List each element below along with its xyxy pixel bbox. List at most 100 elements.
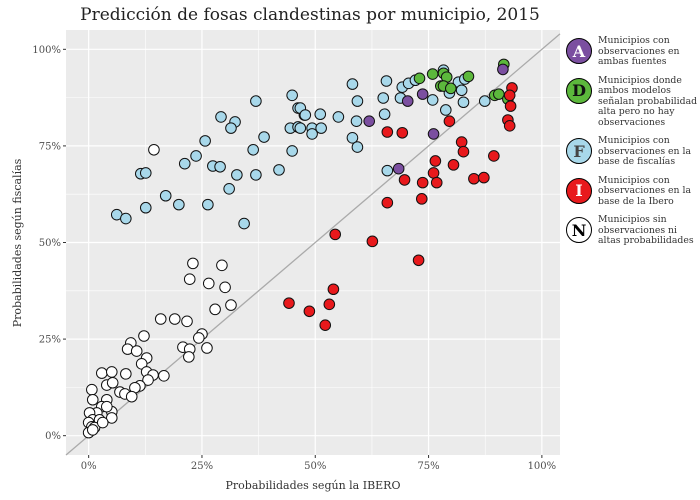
point-N (86, 424, 99, 436)
point-I (488, 150, 500, 162)
point-N (168, 313, 181, 325)
point-F (139, 201, 152, 214)
point-I (412, 254, 425, 267)
point-F (238, 217, 250, 230)
point-F (286, 89, 298, 102)
y-tick-label: 100% (32, 45, 61, 56)
point-I (415, 193, 428, 205)
point-I (429, 155, 442, 167)
legend-label: Municipios con observaciones en la base … (598, 174, 692, 207)
point-F (250, 169, 262, 181)
y-axis-label: Probabilidades según fiscalías (11, 158, 24, 327)
point-I (455, 136, 468, 148)
point-I (381, 126, 394, 138)
x-tick-label: 100% (528, 461, 557, 472)
legend-key-D: D (566, 77, 592, 104)
point-A (401, 95, 414, 107)
y-tick-label: 50% (39, 238, 61, 249)
point-N (158, 369, 170, 382)
point-N (106, 376, 119, 389)
point-F (377, 92, 390, 104)
point-F (199, 135, 211, 147)
point-I (398, 174, 411, 186)
point-I (319, 319, 332, 331)
x-tick-label: 50% (304, 461, 326, 472)
point-F (378, 108, 391, 121)
point-A (363, 115, 375, 127)
point-N (183, 351, 195, 363)
y-tick-label: 75% (39, 141, 61, 152)
point-F (439, 104, 452, 116)
point-N (142, 374, 154, 386)
legend: A Municipios con observaciones en ambas f… (566, 35, 700, 255)
point-F (120, 212, 132, 225)
point-N (86, 393, 99, 406)
point-N (202, 277, 215, 290)
legend-item-A: A Municipios con observaciones en ambas f… (566, 35, 700, 68)
point-I (396, 126, 409, 139)
point-F (225, 122, 237, 134)
legend-key-I: I (566, 177, 592, 204)
legend-key-A: A (566, 38, 592, 64)
legend-item-F: F Municipios con observaciones en la base… (566, 135, 700, 168)
point-F (231, 169, 243, 181)
point-F (457, 96, 470, 109)
point-I (303, 305, 316, 318)
point-I (430, 176, 443, 189)
point-I (416, 176, 429, 189)
point-N (187, 257, 199, 270)
legend-label: Municipios donde ambos modelos señalan p… (598, 74, 698, 128)
point-F (286, 145, 298, 157)
point-A (392, 162, 405, 175)
point-I (329, 228, 342, 241)
point-I (457, 145, 470, 158)
point-F (381, 164, 394, 177)
point-I (381, 196, 394, 209)
point-N (96, 367, 108, 379)
point-F (346, 131, 359, 144)
point-I (503, 120, 516, 132)
point-F (314, 108, 327, 121)
point-F (351, 141, 364, 153)
point-F (346, 78, 359, 90)
point-F (273, 164, 285, 176)
point-D (413, 72, 426, 85)
point-F (380, 75, 393, 87)
legend-label: Municipios sin observaciones ni altas pr… (598, 214, 694, 246)
y-tick-label: 25% (39, 335, 61, 346)
legend-item-N: N Municipios sin observaciones ni altas p… (566, 214, 700, 247)
point-F (455, 84, 468, 97)
x-tick-label: 25% (191, 461, 213, 472)
x-axis-ticks: 0% 25% 50% 75% 100% (81, 455, 556, 472)
point-F (223, 182, 235, 195)
point-N (105, 412, 118, 424)
point-I (443, 115, 456, 127)
point-N (209, 303, 221, 316)
point-F (173, 198, 185, 211)
point-I (283, 297, 295, 309)
point-N (225, 299, 237, 311)
legend-label: Municipios con observaciones en la base … (598, 135, 692, 167)
point-F (315, 122, 327, 134)
chart-title: Predicción de fosas clandestinas por mun… (80, 5, 540, 25)
point-F (258, 131, 270, 143)
x-axis-label: Probabilidades según la IBERO (226, 479, 401, 492)
point-N (96, 416, 109, 429)
point-F (478, 95, 491, 107)
point-A (497, 63, 509, 76)
point-N (105, 366, 118, 378)
y-axis-ticks: 0% 25% 50% 75% 100% (32, 45, 66, 442)
point-F (250, 95, 262, 107)
point-F (350, 115, 363, 127)
data-points (82, 58, 518, 439)
point-I (503, 89, 516, 102)
point-F (332, 111, 345, 123)
legend-item-I: I Municipios con observaciones en la base… (566, 174, 700, 208)
point-I (478, 171, 490, 184)
point-N (130, 345, 143, 357)
point-A (427, 128, 440, 140)
y-tick-label: 0% (45, 431, 61, 442)
legend-key-F: F (566, 138, 592, 164)
point-I (366, 235, 379, 248)
